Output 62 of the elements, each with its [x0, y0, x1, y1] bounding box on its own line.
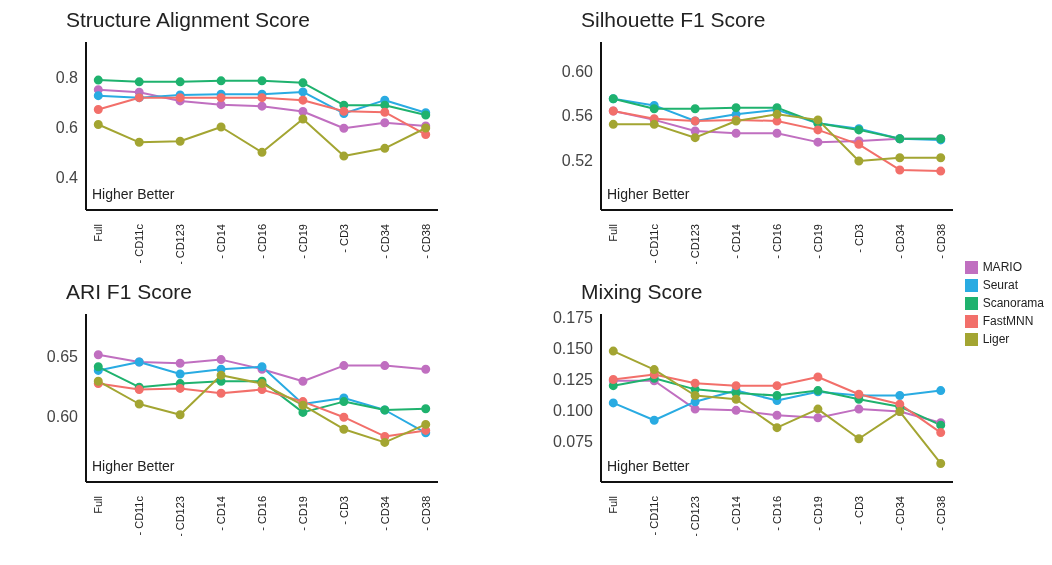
legend-label: Scanorama: [982, 296, 1044, 310]
x-tick-label: - CD123: [689, 224, 702, 265]
x-tick-label: - CD16: [771, 224, 783, 259]
y-tick-label: 0.175: [552, 309, 594, 327]
x-tick-label: - CD3: [852, 496, 865, 525]
x-tick-label: - CD3: [337, 496, 350, 525]
x-tick-label: - CD11c: [133, 223, 146, 264]
chart-title: ARI F1 Score: [66, 280, 194, 305]
x-tick-label: - CD19: [296, 496, 309, 531]
y-tick-label: 0.4: [55, 169, 79, 187]
y-tick-label: 0.65: [46, 347, 79, 365]
x-tick-label: - CD16: [771, 496, 783, 531]
x-tick-label: - CD11c: [648, 495, 661, 536]
y-tick-label: 0.150: [552, 340, 594, 358]
x-tick-label: - CD123: [174, 224, 187, 265]
x-tick-label: Full: [92, 224, 105, 242]
legend-label: Seurat: [982, 278, 1018, 292]
y-tick-label: 0.100: [552, 402, 594, 420]
x-tick-label: - CD34: [893, 224, 906, 259]
x-tick-label: - CD19: [811, 224, 824, 259]
annotation: Higher Better: [607, 186, 690, 202]
x-tick-label: - CD3: [852, 224, 865, 253]
y-tick-label: 0.8: [55, 68, 79, 86]
annotation: Higher Better: [92, 458, 175, 474]
x-tick-label: - CD38: [419, 496, 432, 531]
y-tick-label: 0.52: [561, 151, 594, 169]
chart-title: Structure Alignment Score: [66, 8, 311, 33]
chart-title: Mixing Score: [581, 280, 704, 305]
annotation: Higher Better: [92, 186, 175, 202]
x-tick-label: - CD34: [378, 496, 391, 531]
y-tick-label: 0.60: [46, 407, 79, 425]
y-tick-label: 0.56: [561, 107, 594, 125]
x-tick-label: - CD34: [378, 224, 391, 259]
x-tick-label: - CD14: [215, 224, 228, 259]
legend-label: Liger: [982, 332, 1010, 346]
legend-label: FastMNN: [982, 314, 1034, 328]
x-tick-label: - CD14: [730, 224, 743, 259]
y-tick-label: 0.075: [552, 432, 594, 450]
x-tick-label: - CD3: [337, 224, 350, 253]
x-tick-label: - CD11c: [133, 495, 146, 536]
x-tick-label: - CD14: [215, 496, 228, 531]
y-tick-label: 0.125: [552, 371, 594, 389]
x-tick-label: - CD19: [296, 224, 309, 259]
x-tick-label: - CD19: [811, 496, 824, 531]
annotation: Higher Better: [607, 458, 690, 474]
x-tick-label: - CD14: [730, 496, 743, 531]
chart-title: Silhouette F1 Score: [581, 8, 767, 33]
x-tick-label: - CD38: [934, 496, 947, 531]
x-tick-label: - CD123: [689, 496, 702, 537]
x-tick-label: - CD38: [419, 224, 432, 259]
legend-label: MARIO: [982, 260, 1022, 274]
x-tick-label: - CD34: [893, 496, 906, 531]
x-tick-label: - CD11c: [648, 223, 661, 264]
x-tick-label: - CD38: [934, 224, 947, 259]
y-tick-label: 0.60: [561, 62, 594, 80]
x-tick-label: Full: [607, 496, 620, 514]
y-tick-label: 0.6: [55, 118, 79, 136]
x-tick-label: - CD16: [256, 224, 268, 259]
x-tick-label: Full: [607, 224, 620, 242]
x-tick-label: - CD123: [174, 496, 187, 537]
x-tick-label: - CD16: [256, 496, 268, 531]
x-tick-label: Full: [92, 496, 105, 514]
